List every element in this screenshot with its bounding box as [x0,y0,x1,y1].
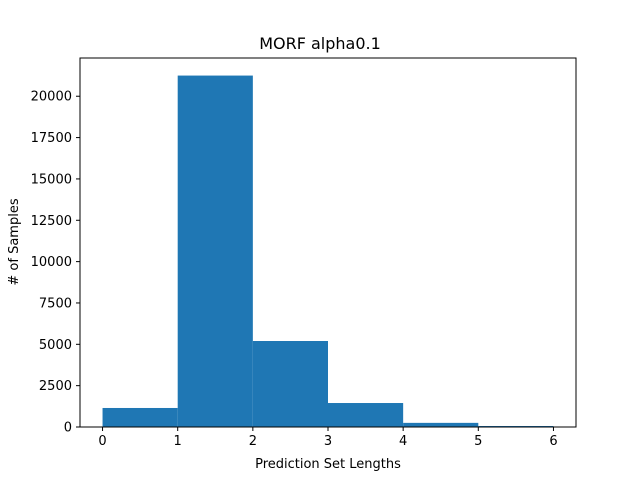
x-tick-label: 5 [474,434,482,449]
x-axis-label: Prediction Set Lengths [255,457,401,472]
bar-2 [252,341,328,427]
bar-3 [328,403,404,427]
x-tick-label: 3 [324,434,332,449]
y-tick-label: 20000 [31,90,72,105]
y-tick-label: 17500 [31,131,72,146]
x-axis: 0 1 2 3 4 5 6 [98,427,558,449]
bar-4 [403,422,479,427]
y-tick-label: 10000 [31,255,72,270]
y-axis: 0 2500 5000 7500 10000 12500 15000 17500 20000 [31,90,80,436]
x-tick-label: 4 [399,434,407,449]
y-tick-label: 5000 [39,338,72,353]
x-tick-label: 0 [98,434,106,449]
x-tick-label: 1 [174,434,182,449]
y-tick-label: 15000 [31,172,72,187]
x-tick-label: 2 [249,434,257,449]
y-axis-label: # of Samples [7,198,22,285]
y-tick-label: 0 [64,421,72,436]
x-tick-label: 6 [549,434,557,449]
bar-1 [177,75,253,428]
chart-title: MORF alpha0.1 [259,34,381,53]
y-tick-label: 2500 [39,379,72,394]
bar-0 [102,407,178,427]
y-tick-label: 12500 [31,214,72,229]
bars-group [102,75,554,428]
y-tick-label: 7500 [39,296,72,311]
